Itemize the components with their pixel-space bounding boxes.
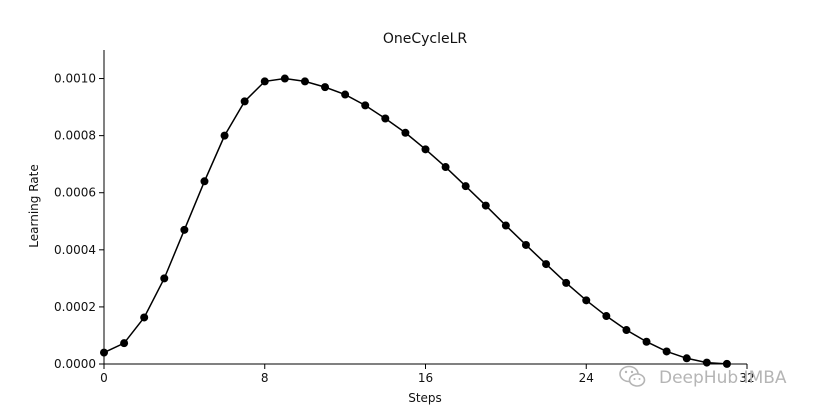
data-point: [722, 359, 731, 368]
data-point: [341, 90, 350, 99]
data-point: [180, 225, 189, 234]
y-tick-label: 0.0006: [54, 186, 96, 200]
x-ticks: 0 8 16 24 32: [100, 364, 755, 385]
data-point: [100, 348, 108, 357]
data-point: [702, 358, 711, 367]
data-point: [582, 296, 591, 305]
data-point: [260, 77, 269, 86]
y-tick-label: 0.0010: [54, 72, 96, 86]
data-point: [240, 97, 249, 106]
y-tick-label: 0.0002: [54, 300, 96, 314]
data-point: [481, 201, 490, 210]
data-point: [421, 145, 430, 154]
data-point: [381, 114, 390, 123]
chart-title: OneCycleLR: [383, 31, 468, 47]
data-point: [140, 313, 149, 322]
y-axis-label-group: Learning Rate: [27, 164, 41, 247]
data-point: [682, 354, 691, 363]
data-point: [501, 221, 510, 230]
data-point: [542, 260, 551, 269]
data-point: [361, 101, 370, 110]
y-ticks: 0.0000 0.0002 0.0004 0.0006 0.0008 0.0010: [54, 72, 104, 371]
data-point: [602, 312, 611, 321]
data-point: [662, 347, 671, 356]
plot-area: [100, 74, 731, 368]
y-axis-label: Learning Rate: [27, 164, 41, 247]
y-tick-label: 0.0000: [54, 357, 96, 371]
data-point: [200, 177, 209, 186]
data-point: [120, 339, 129, 348]
data-point: [622, 326, 631, 335]
x-axis-label: Steps: [408, 391, 442, 405]
data-point: [321, 83, 330, 92]
y-tick-label: 0.0008: [54, 129, 96, 143]
x-tick-label: 32: [739, 371, 754, 385]
data-point: [642, 337, 651, 346]
x-tick-label: 8: [261, 371, 269, 385]
data-point: [461, 182, 470, 191]
x-tick-label: 16: [418, 371, 433, 385]
watermark-text: DeepHub IMBA: [659, 368, 787, 388]
series-line: [103, 77, 727, 365]
watermark: DeepHub IMBA: [619, 365, 787, 388]
data-point: [160, 274, 169, 283]
data-point: [280, 74, 289, 83]
x-tick-label: 0: [100, 371, 108, 385]
wechat-icon: [619, 365, 646, 387]
data-point: [401, 128, 410, 137]
x-tick-label: 24: [579, 371, 594, 385]
data-point: [300, 77, 309, 86]
data-point: [220, 131, 229, 140]
y-tick-label: 0.0004: [54, 243, 96, 257]
data-point: [521, 240, 530, 249]
data-point: [562, 278, 571, 287]
data-point: [441, 163, 450, 172]
